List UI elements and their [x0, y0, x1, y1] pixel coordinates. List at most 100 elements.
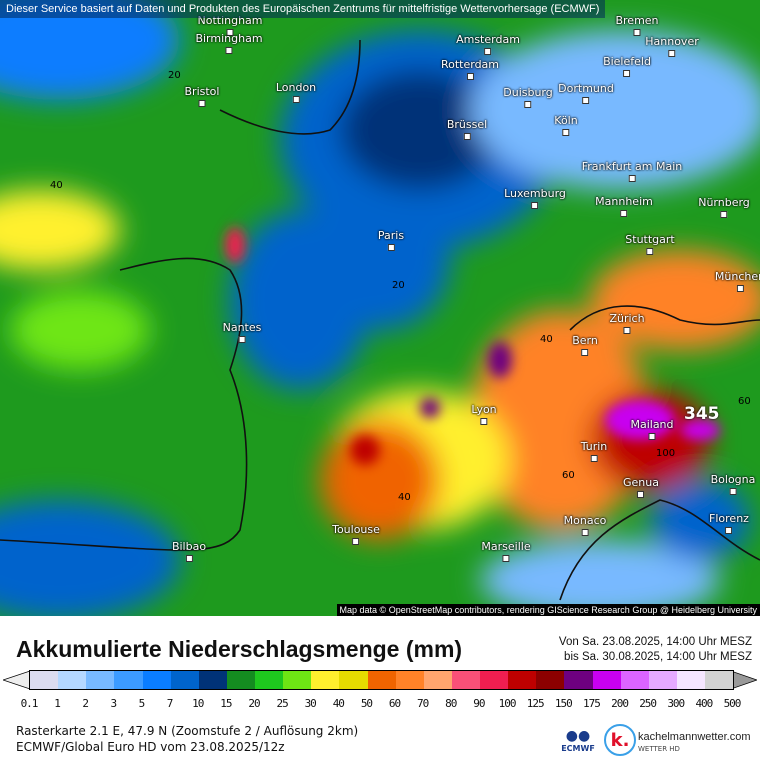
- scale-tick-label: 7: [166, 697, 174, 710]
- coastline-borders: [0, 39, 760, 601]
- scale-tick-label: 70: [417, 697, 429, 710]
- city-name: Nantes: [222, 321, 262, 334]
- city-marker-icon: [484, 48, 492, 55]
- scale-tick-label: 200: [611, 697, 629, 710]
- city-label: Hannover: [645, 36, 699, 57]
- scale-tick-label: 5: [138, 697, 146, 710]
- city-marker-icon: [292, 96, 300, 103]
- scale-tick-label: 25: [276, 697, 288, 710]
- scale-color-box: [114, 671, 143, 689]
- city-name: Duisburg: [503, 86, 553, 99]
- city-marker-icon: [628, 175, 636, 182]
- city-name: Florenz: [709, 512, 749, 525]
- contour-value: 40: [398, 492, 411, 503]
- contour-value: 20: [168, 70, 181, 81]
- city-label: Nürnberg: [698, 197, 750, 218]
- scale-color-box: [86, 671, 115, 689]
- scale-color-box: [198, 671, 227, 689]
- city-marker-icon: [352, 538, 360, 545]
- city-label: Bern: [572, 335, 598, 356]
- city-label: London: [276, 82, 316, 103]
- city-label: Nantes: [222, 321, 262, 343]
- scale-tick-label: 20: [248, 697, 260, 710]
- scale-tick-label: 90: [473, 697, 485, 710]
- city-marker-icon: [225, 47, 233, 54]
- ecmwf-notice-banner: Dieser Service basiert auf Daten und Pro…: [0, 0, 606, 18]
- scale-color-box: [564, 671, 593, 689]
- city-label: Bristol: [185, 86, 219, 107]
- city-name: Amsterdam: [456, 33, 520, 46]
- scale-tick-label: 100: [498, 697, 517, 710]
- city-label: Bilbao: [172, 541, 206, 562]
- time-period: Von Sa. 23.08.2025, 14:00 Uhr MESZ bis S…: [559, 635, 752, 665]
- city-label: Bielefeld: [603, 56, 651, 77]
- city-label: Toulouse: [332, 524, 380, 545]
- scale-color-box: [311, 671, 340, 689]
- city-label: Luxemburg: [504, 188, 566, 209]
- city-label: Paris: [378, 230, 404, 251]
- city-marker-icon: [387, 244, 395, 251]
- scale-tick-label: 125: [526, 697, 545, 710]
- city-name: Bern: [572, 334, 598, 347]
- city-marker-icon: [729, 488, 737, 495]
- kachelmann-logo[interactable]: k.: [604, 724, 636, 756]
- city-marker-icon: [466, 73, 474, 80]
- city-marker-icon: [581, 349, 589, 356]
- scale-color-box: [395, 671, 424, 689]
- city-name: Nürnberg: [698, 196, 750, 209]
- city-label: Bremen: [615, 14, 659, 36]
- site-name[interactable]: kachelmannwetter.com: [638, 731, 751, 743]
- city-marker-icon: [185, 555, 193, 562]
- scale-tick-label: 80: [445, 697, 457, 710]
- city-label: Turin: [581, 441, 607, 462]
- grid-info: Rasterkarte 2.1 E, 47.9 N (Zoomstufe 2 /…: [16, 724, 359, 738]
- contour-value: 60: [562, 470, 575, 481]
- city-marker-icon: [620, 210, 628, 217]
- city-marker-icon: [198, 100, 206, 107]
- scale-color-box: [620, 671, 649, 689]
- contour-value: 20: [392, 280, 405, 291]
- scale-color-box: [367, 671, 396, 689]
- scale-color-box: [339, 671, 368, 689]
- scale-tick-label: 30: [304, 697, 317, 710]
- scale-color-box: [536, 671, 565, 689]
- map-attribution[interactable]: Map data © OpenStreetMap contributors, r…: [336, 604, 760, 616]
- city-label: Dortmund: [558, 83, 614, 104]
- scale-tick-label: 150: [554, 697, 573, 710]
- city-name: München: [714, 270, 760, 283]
- city-name: Toulouse: [332, 523, 380, 536]
- city-name: Brüssel: [446, 118, 488, 131]
- city-name: Köln: [554, 114, 578, 127]
- max-value-label: 345: [684, 404, 720, 424]
- city-label: Lyon: [471, 404, 497, 425]
- city-label: Brüssel: [447, 119, 487, 140]
- city-name: London: [275, 81, 317, 94]
- city-name: Birmingham: [195, 32, 263, 45]
- scale-tick-label: 3: [110, 697, 118, 710]
- scale-color-box: [648, 671, 677, 689]
- precipitation-map[interactable]: Dieser Service basiert auf Daten und Pro…: [0, 0, 760, 616]
- scale-color-box: [423, 671, 452, 689]
- city-marker-icon: [623, 327, 631, 334]
- scale-tick-label: 500: [723, 697, 742, 710]
- city-marker-icon: [720, 211, 728, 218]
- city-marker-icon: [531, 202, 539, 209]
- city-name: Frankfurt am Main: [581, 160, 683, 173]
- scale-tick-label: 300: [667, 697, 685, 710]
- city-label: Mailand: [630, 419, 674, 440]
- scale-color-box: [30, 671, 59, 689]
- precipitation-field: [0, 0, 760, 616]
- scale-tick-label: 400: [695, 697, 713, 710]
- city-marker-icon: [581, 529, 589, 536]
- city-marker-icon: [502, 555, 510, 562]
- scale-color-box: [451, 671, 480, 689]
- city-name: Bremen: [615, 14, 659, 27]
- ecmwf-logo: ●● ECMWF: [561, 728, 595, 753]
- city-label: Stuttgart: [625, 234, 675, 255]
- contour-value: 40: [540, 334, 553, 345]
- city-marker-icon: [668, 50, 676, 57]
- city-label: München: [715, 271, 760, 292]
- city-marker-icon: [590, 455, 598, 462]
- city-marker-icon: [725, 527, 733, 534]
- scale-ticks: 0.1 1 2 3 5 7 10 15 20 25 30 40 50 60 70 80 90 100 125 150 1…: [21, 697, 742, 711]
